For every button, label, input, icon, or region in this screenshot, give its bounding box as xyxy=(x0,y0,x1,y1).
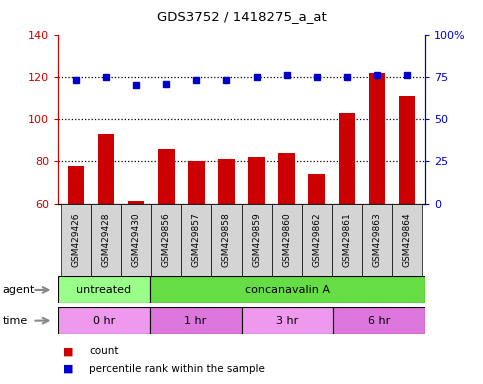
Bar xyxy=(339,113,355,330)
Text: GSM429856: GSM429856 xyxy=(162,213,171,267)
Bar xyxy=(158,149,174,330)
Text: 1 hr: 1 hr xyxy=(185,316,207,326)
Text: untreated: untreated xyxy=(76,285,131,295)
Bar xyxy=(332,204,362,276)
Bar xyxy=(309,174,325,330)
Bar xyxy=(278,153,295,330)
Bar xyxy=(242,307,333,334)
Text: GSM429860: GSM429860 xyxy=(282,213,291,267)
Bar xyxy=(333,307,425,334)
Bar xyxy=(242,204,271,276)
Text: GDS3752 / 1418275_a_at: GDS3752 / 1418275_a_at xyxy=(156,10,327,23)
Bar xyxy=(398,96,415,330)
Bar xyxy=(392,204,422,276)
Bar xyxy=(188,161,205,330)
Text: concanavalin A: concanavalin A xyxy=(245,285,330,295)
Text: GSM429426: GSM429426 xyxy=(71,213,81,267)
Bar xyxy=(121,204,151,276)
Text: GSM429862: GSM429862 xyxy=(312,213,321,267)
Bar xyxy=(128,202,144,330)
Text: GSM429428: GSM429428 xyxy=(101,213,111,267)
Bar xyxy=(369,73,385,330)
Bar xyxy=(218,159,235,330)
Text: GSM429857: GSM429857 xyxy=(192,213,201,267)
Text: GSM429864: GSM429864 xyxy=(402,213,412,267)
Bar xyxy=(61,204,91,276)
Bar xyxy=(212,204,242,276)
Bar xyxy=(248,157,265,330)
Bar xyxy=(98,134,114,330)
Bar xyxy=(58,276,150,303)
Bar xyxy=(181,204,212,276)
Text: GSM429861: GSM429861 xyxy=(342,213,351,267)
Bar xyxy=(150,307,242,334)
Text: GSM429859: GSM429859 xyxy=(252,213,261,267)
Text: ■: ■ xyxy=(63,364,73,374)
Bar xyxy=(302,204,332,276)
Bar xyxy=(91,204,121,276)
Text: GSM429863: GSM429863 xyxy=(372,213,382,267)
Text: GSM429858: GSM429858 xyxy=(222,213,231,267)
Text: GSM429430: GSM429430 xyxy=(132,213,141,267)
Text: 6 hr: 6 hr xyxy=(368,316,390,326)
Text: time: time xyxy=(2,316,28,326)
Text: percentile rank within the sample: percentile rank within the sample xyxy=(89,364,265,374)
Bar xyxy=(58,307,150,334)
Text: 0 hr: 0 hr xyxy=(93,316,115,326)
Bar xyxy=(68,166,85,330)
Bar xyxy=(271,204,302,276)
Text: ■: ■ xyxy=(63,346,73,356)
Bar xyxy=(150,276,425,303)
Text: agent: agent xyxy=(2,285,35,295)
Bar xyxy=(151,204,181,276)
Bar xyxy=(362,204,392,276)
Text: 3 hr: 3 hr xyxy=(276,316,298,326)
Text: count: count xyxy=(89,346,119,356)
